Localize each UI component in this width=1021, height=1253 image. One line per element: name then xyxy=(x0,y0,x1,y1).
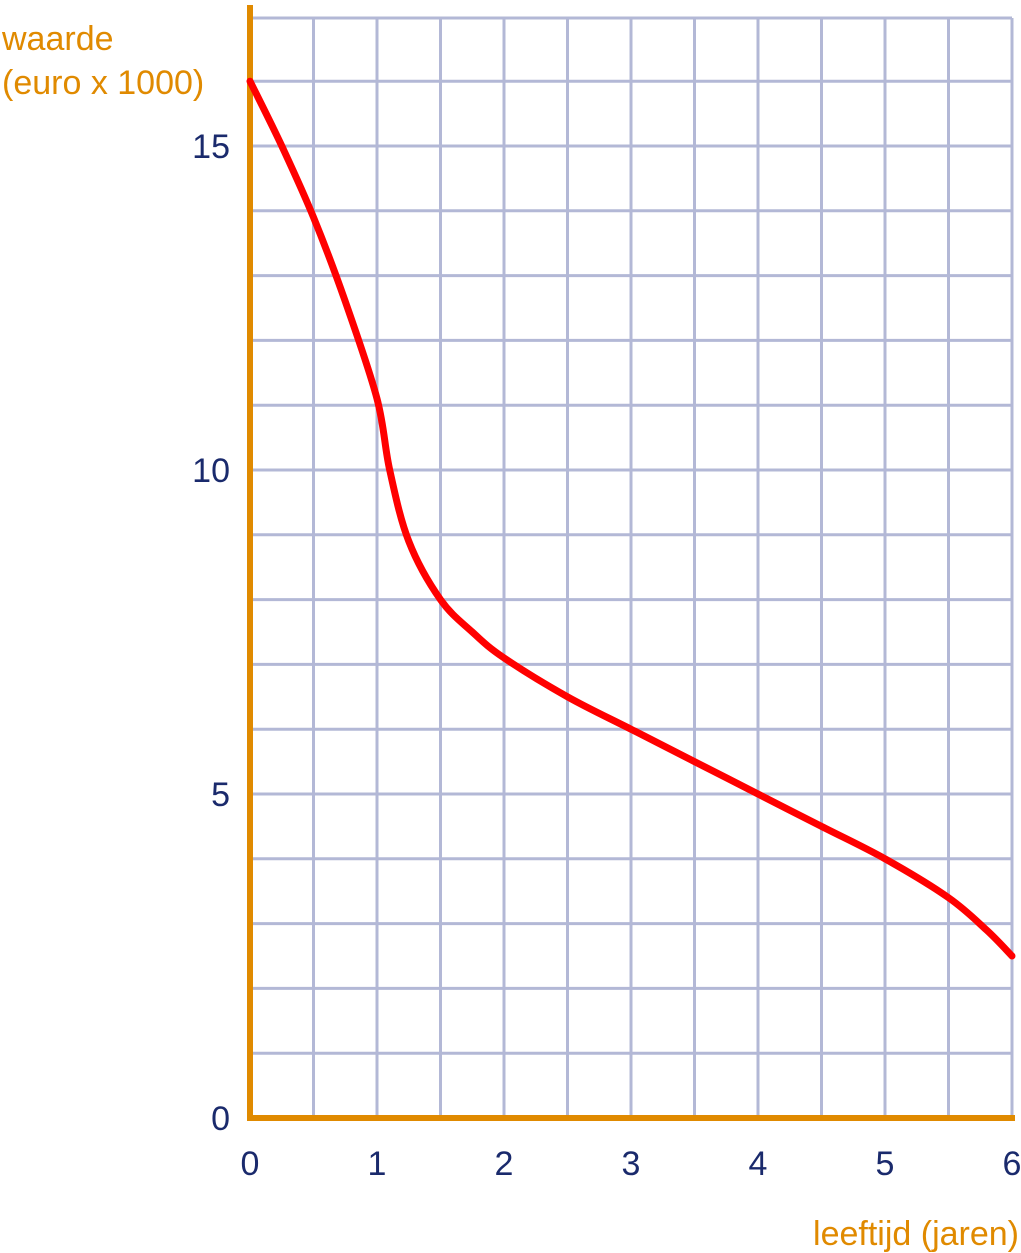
x-tick-label: 1 xyxy=(368,1145,387,1183)
x-tick-label: 6 xyxy=(1003,1145,1021,1183)
y-tick-label: 0 xyxy=(211,1100,230,1138)
x-axis-title: leeftijd (jaren) xyxy=(813,1215,1019,1253)
tick-labels: 0 1 2 3 4 5 6 0 5 10 15 xyxy=(192,128,1021,1183)
y-tick-label: 5 xyxy=(211,776,230,814)
y-tick-label: 15 xyxy=(192,128,230,166)
x-tick-label: 4 xyxy=(749,1145,768,1183)
x-tick-label: 2 xyxy=(495,1145,514,1183)
axes xyxy=(247,5,1015,1121)
x-tick-label: 3 xyxy=(622,1145,641,1183)
x-tick-label: 0 xyxy=(241,1145,260,1183)
y-tick-label: 10 xyxy=(192,452,230,490)
y-axis-title-line2: (euro x 1000) xyxy=(2,64,204,102)
series-line xyxy=(246,77,1016,960)
y-axis-title-line1: waarde xyxy=(1,20,114,58)
grid xyxy=(250,16,1014,1118)
x-tick-label: 5 xyxy=(876,1145,895,1183)
